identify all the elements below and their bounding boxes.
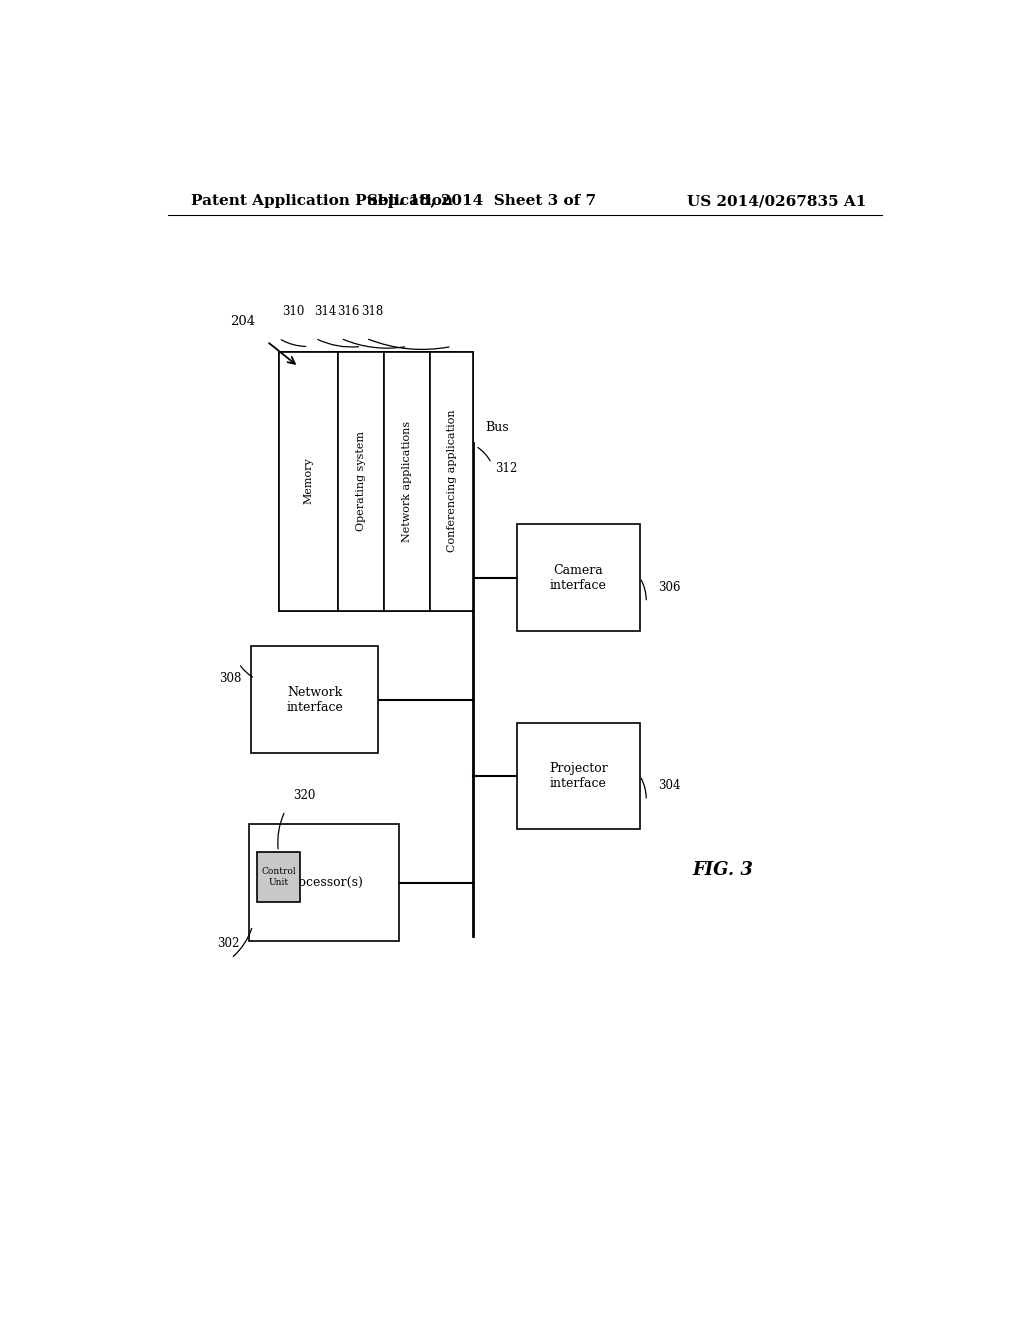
Text: 312: 312 [495,462,517,475]
Text: Sep. 18, 2014  Sheet 3 of 7: Sep. 18, 2014 Sheet 3 of 7 [367,194,596,209]
Bar [251,647,378,752]
Text: 304: 304 [658,779,681,792]
Text: Camera
interface: Camera interface [550,564,607,591]
Bar [517,524,640,631]
Bar [249,824,399,941]
Text: 318: 318 [361,305,384,318]
Text: Memory: Memory [303,458,313,504]
Text: US 2014/0267835 A1: US 2014/0267835 A1 [687,194,866,209]
Text: 302: 302 [217,937,240,949]
Text: Conferencing application: Conferencing application [446,409,457,552]
Text: 316: 316 [338,305,359,318]
Bar [384,351,430,611]
Text: 314: 314 [313,305,336,318]
Text: Operating system: Operating system [356,432,367,531]
Bar [517,722,640,829]
Text: Patent Application Publication: Patent Application Publication [191,194,454,209]
Text: 310: 310 [282,305,304,318]
Bar [338,351,384,611]
Text: Projector
interface: Projector interface [549,762,607,789]
Text: Network
interface: Network interface [286,685,343,714]
Text: Bus: Bus [485,421,509,434]
Text: 204: 204 [230,314,256,327]
Text: 306: 306 [658,581,681,594]
Text: 308: 308 [219,672,242,685]
Bar [257,851,300,903]
Text: Control
Unit: Control Unit [261,867,296,887]
Text: FIG. 3: FIG. 3 [693,861,754,879]
Bar [279,351,338,611]
Text: Processor(s): Processor(s) [285,876,364,890]
Bar [279,351,473,611]
Bar [430,351,473,611]
Text: Network applications: Network applications [402,421,413,541]
Text: 320: 320 [293,789,315,803]
